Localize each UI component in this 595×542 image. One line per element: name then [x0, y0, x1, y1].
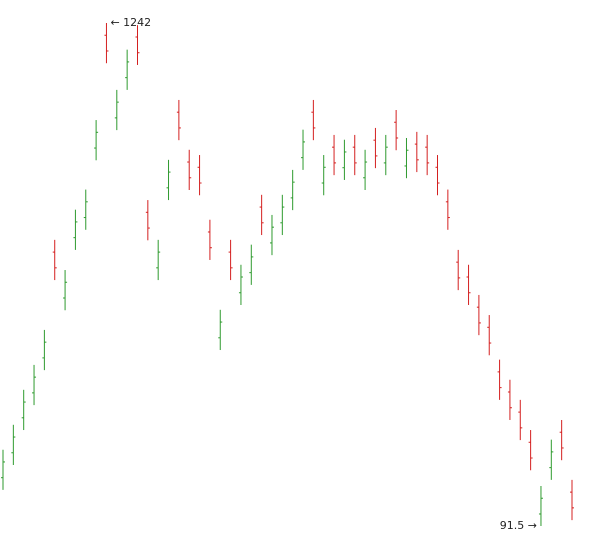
- max-annotation: ← 1242: [110, 16, 151, 29]
- min-annotation: 91.5 →: [500, 519, 537, 532]
